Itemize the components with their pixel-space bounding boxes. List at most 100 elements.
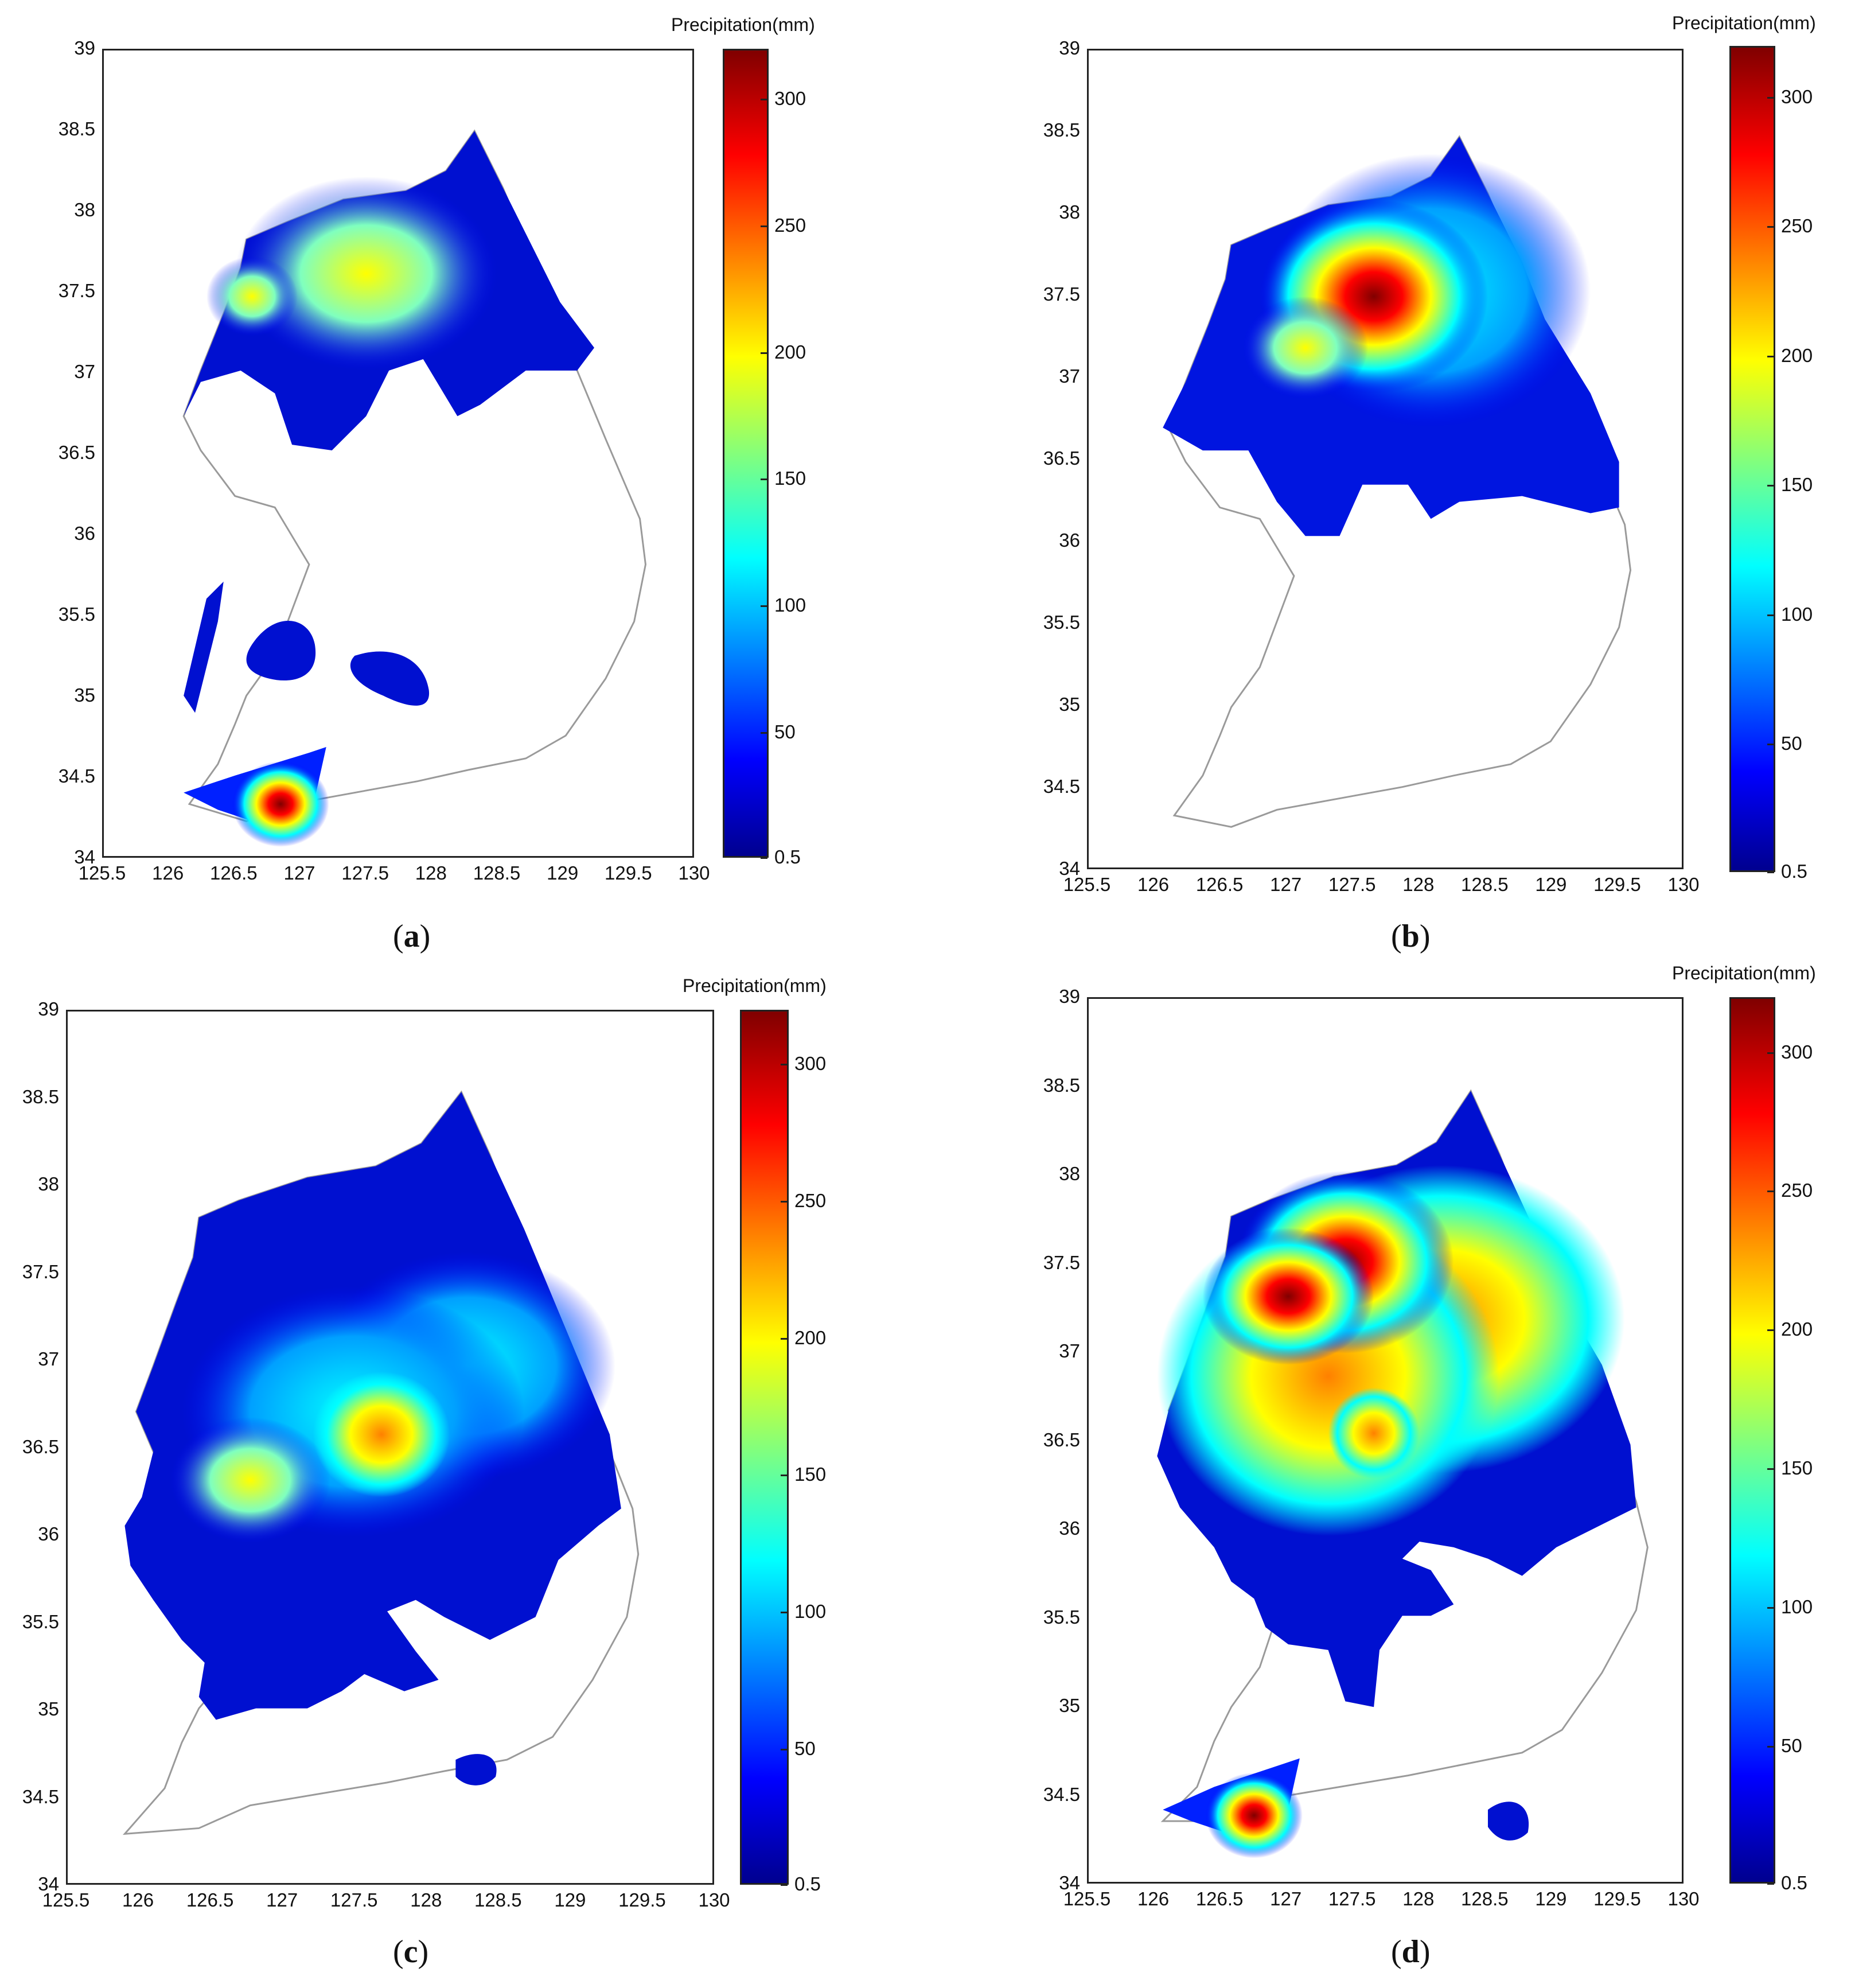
colorbar-tick-label: 50 [794, 1737, 816, 1759]
y-tick-label: 36 [74, 523, 95, 544]
y-tick-label: 38.5 [1043, 1074, 1080, 1096]
colorbar-tickmark [1767, 97, 1774, 99]
colorbar-tickmark [1767, 614, 1774, 616]
y-tick-label: 35 [1059, 694, 1080, 715]
y-tick-label: 35.5 [1043, 612, 1080, 633]
colorbar-title-c: Precipitation(mm) [683, 975, 827, 996]
colorbar-tick-label: 150 [1781, 1457, 1813, 1479]
x-tick-label: 130 [1667, 1888, 1700, 1909]
y-tick-label: 38.5 [1043, 119, 1080, 141]
x-tick-label: 126 [1137, 1888, 1170, 1909]
y-tick-label: 36 [1059, 530, 1080, 551]
x-tick-label: 129 [554, 1889, 586, 1911]
colorbar-tick-label: 50 [774, 721, 796, 742]
panel-caption: (b) [1391, 918, 1430, 955]
caption-close: ) [1419, 919, 1431, 954]
x-tick-label: 127.5 [330, 1889, 378, 1911]
x-tick-label: 126.5 [186, 1889, 234, 1911]
x-tick-label: 127.5 [1328, 1888, 1376, 1909]
colorbar-tick-label: 300 [774, 88, 806, 110]
colorbar-tick-label: 300 [794, 1053, 827, 1075]
precip-map-a [182, 129, 646, 847]
colorbar-tick-label: 300 [1781, 1041, 1813, 1063]
colorbar-tick-label: 0.5 [794, 1873, 821, 1894]
colorbar-tickmark [761, 605, 767, 607]
y-tick-label: 37.5 [22, 1261, 59, 1282]
x-tick-label: 127.5 [341, 862, 389, 884]
colorbar-tickmark [1767, 1883, 1774, 1885]
y-tick-label: 37 [38, 1348, 59, 1370]
colorbar-tickmark [761, 478, 767, 481]
map-frame-b [1087, 49, 1684, 869]
y-tick-label: 34.5 [1043, 776, 1080, 797]
x-tick-label: 128 [410, 1889, 442, 1911]
panel-caption: (c) [393, 1933, 428, 1970]
colorbar-title-d: Precipitation(mm) [1672, 963, 1816, 983]
y-tick-label: 34.5 [1043, 1783, 1080, 1805]
caption-close: ) [419, 919, 431, 954]
x-tick-label: 130 [698, 1889, 730, 1911]
y-tick-label: 39 [1059, 37, 1080, 59]
colorbar-b [1729, 46, 1775, 872]
caption-label: a [403, 919, 420, 954]
precip-island [1487, 1802, 1529, 1841]
colorbar-tick-label: 200 [794, 1326, 827, 1348]
colorbar-tick-label: 0.5 [1781, 861, 1807, 882]
colorbar-c [740, 1010, 789, 1885]
colorbar-tickmark [1767, 1468, 1774, 1470]
x-tick-label: 127 [1270, 874, 1302, 895]
colorbar-tickmark [1767, 1745, 1774, 1748]
colorbar-tick-label: 0.5 [1781, 1872, 1807, 1893]
y-tick-label: 36.5 [1043, 448, 1080, 469]
y-tick-label: 38 [74, 199, 95, 220]
y-tick-label: 38.5 [58, 118, 95, 139]
colorbar-tick-label: 100 [1781, 603, 1813, 625]
map-panel-a: Precipitation(mm) 34 34.5 35 35.5 36 36.5 37 37… [0, 0, 918, 975]
y-tick-label: 34.5 [22, 1785, 59, 1807]
caption-open: ( [393, 1934, 404, 1970]
caption-label: c [403, 1934, 418, 1970]
y-tick-label: 35 [1059, 1695, 1080, 1716]
x-tick-label: 127.5 [1328, 874, 1376, 895]
colorbar-tick-label: 50 [1781, 1734, 1802, 1756]
precip-island [455, 1754, 497, 1785]
y-tick-label: 38.5 [22, 1086, 59, 1107]
precip-map-d [1157, 1089, 1649, 1858]
y-tick-label: 36 [1059, 1518, 1080, 1539]
colorbar-tickmark [761, 857, 767, 859]
colorbar-tick-label: 150 [774, 468, 806, 489]
y-tick-label: 37 [1059, 1340, 1080, 1361]
colorbar-tickmark [781, 1064, 788, 1066]
colorbar-tick-label: 200 [1781, 1318, 1813, 1340]
y-tick-label: 35.5 [58, 604, 95, 625]
caption-label: b [1401, 919, 1420, 954]
x-tick-label: 128 [1402, 1888, 1435, 1909]
map-panel-c: Precipitation(mm) 34 34.5 35 35.5 36 36.5 37 37… [0, 970, 918, 1988]
y-tick-label: 37.5 [1043, 1251, 1080, 1273]
y-tick-label: 37 [74, 361, 95, 382]
y-tick-label: 39 [1059, 986, 1080, 1007]
colorbar-tick-label: 250 [794, 1190, 827, 1212]
y-tick-label: 37.5 [58, 280, 95, 301]
colorbar-tick-label: 100 [794, 1601, 827, 1623]
x-tick-label: 125.5 [42, 1889, 90, 1911]
caption-open: ( [1391, 1934, 1402, 1970]
precip-map-b [1163, 135, 1632, 828]
colorbar-tick-label: 300 [1781, 86, 1813, 108]
map-frame-d [1087, 997, 1684, 1884]
caption-close: ) [418, 1934, 429, 1970]
x-tick-label: 127 [266, 1889, 298, 1911]
x-tick-label: 126 [122, 1889, 154, 1911]
x-tick-label: 126 [152, 862, 184, 884]
caption-label: d [1401, 1934, 1420, 1970]
y-tick-label: 35.5 [22, 1610, 59, 1632]
colorbar-tickmark [1767, 1606, 1774, 1609]
colorbar-tick-label: 200 [1781, 344, 1813, 366]
y-tick-label: 34 [1059, 1872, 1080, 1893]
map-frame-c [66, 1010, 714, 1885]
y-tick-label: 37.5 [1043, 283, 1080, 305]
colorbar-tick-label: 250 [1781, 215, 1813, 237]
colorbar-title-a: Precipitation(mm) [671, 14, 815, 35]
map-panel-d: Precipitation(mm) 34 34.5 35 35.5 36 36.5 37 37… [929, 963, 1851, 1988]
colorbar-tick-label: 100 [1781, 1596, 1813, 1617]
